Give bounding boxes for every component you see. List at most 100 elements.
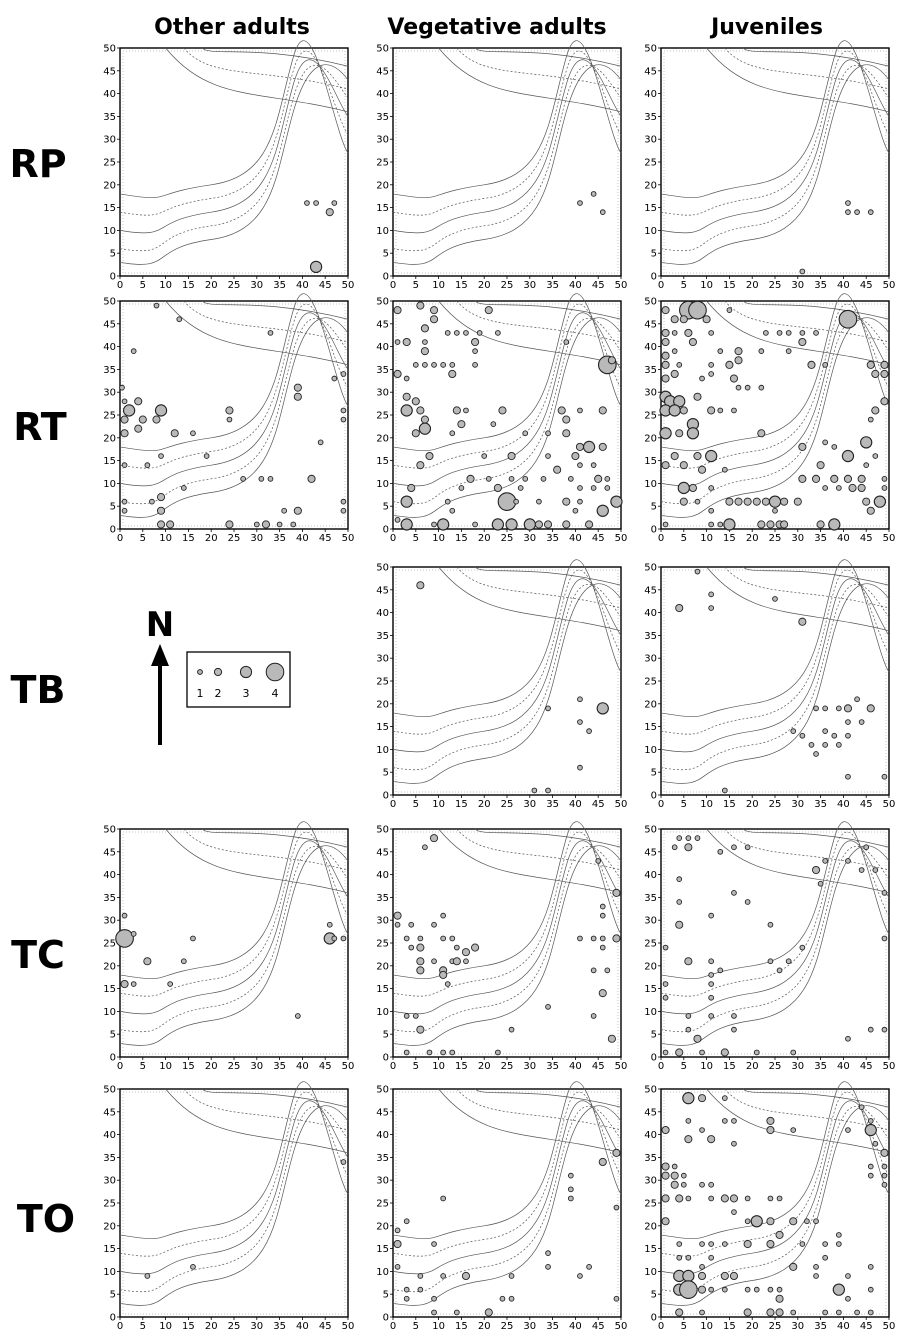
y-tick-label: 0 — [651, 1313, 657, 1324]
y-tick-label: 45 — [376, 847, 389, 858]
data-point — [662, 994, 669, 1001]
data-point — [340, 371, 347, 377]
y-tick-label: 40 — [376, 1130, 389, 1141]
data-point — [867, 209, 874, 216]
data-point — [431, 921, 437, 928]
data-point — [176, 316, 183, 323]
data-point — [685, 835, 692, 841]
data-point — [662, 981, 669, 987]
data-point — [789, 1217, 798, 1226]
y-tick-label: 40 — [103, 89, 116, 100]
data-point — [158, 453, 164, 459]
y-tick-label: 15 — [376, 722, 389, 733]
data-point — [807, 360, 816, 369]
data-point — [661, 1171, 670, 1180]
x-tick-label: 45 — [860, 533, 873, 544]
data-point — [585, 520, 594, 529]
x-tick-label: 45 — [860, 1061, 873, 1072]
data-point — [449, 1049, 456, 1056]
data-point — [408, 921, 415, 928]
data-point — [708, 485, 715, 491]
y-tick-label: 15 — [376, 456, 389, 467]
data-points — [659, 300, 889, 531]
data-point — [408, 944, 415, 951]
data-point — [822, 1254, 829, 1261]
contour-line — [438, 47, 622, 113]
contour-line — [660, 317, 890, 518]
data-point — [684, 328, 693, 337]
data-point — [684, 843, 693, 852]
x-tick-label: 35 — [814, 533, 827, 544]
data-point — [180, 958, 187, 965]
x-tick-label: 50 — [883, 1061, 896, 1072]
y-tick-label: 25 — [376, 1199, 389, 1210]
x-tick-label: 35 — [273, 1061, 286, 1072]
data-point — [734, 347, 743, 356]
data-point — [867, 1172, 874, 1179]
data-point — [461, 948, 471, 957]
panel-to-juveniles: 0 5 10 15 20 25 30 35 40 45 50 0 5 10 15 20 25 30 35 40 45 50 — [644, 1081, 895, 1332]
data-points — [416, 581, 609, 794]
contour-line — [119, 59, 349, 234]
data-point — [461, 1271, 471, 1281]
data-point — [393, 911, 402, 920]
data-point — [848, 483, 857, 493]
x-tick-label: 5 — [681, 533, 687, 544]
contour-line — [742, 566, 890, 586]
row-label-rt: RT — [13, 405, 67, 449]
x-tick-label: 35 — [814, 280, 827, 291]
plot-boundary — [663, 50, 887, 274]
data-point — [697, 1271, 707, 1281]
contour-line — [392, 317, 622, 518]
x-tick-label: 35 — [546, 1321, 559, 1332]
data-point — [661, 461, 670, 470]
data-point — [452, 957, 461, 966]
data-point — [845, 200, 851, 206]
y-tick-label: 35 — [103, 893, 116, 904]
data-point — [680, 1172, 687, 1179]
data-point — [881, 485, 888, 491]
data-point — [571, 451, 580, 461]
data-point — [599, 935, 606, 942]
data-point — [144, 462, 151, 469]
x-tick-label: 35 — [273, 533, 286, 544]
data-point — [857, 483, 866, 493]
data-point — [439, 970, 448, 979]
data-point — [708, 521, 715, 528]
data-point — [679, 461, 688, 470]
panel-frame — [392, 1088, 622, 1318]
y-tick-label: 30 — [103, 916, 116, 927]
contour-line — [392, 1091, 622, 1257]
x-tick-label: 5 — [681, 1321, 687, 1332]
data-point — [604, 475, 611, 482]
y-tick-label: 0 — [651, 1053, 657, 1064]
y-tick-label: 5 — [110, 249, 116, 260]
y-tick-label: 25 — [644, 1199, 657, 1210]
data-point — [577, 1273, 583, 1279]
contour-lines — [392, 821, 622, 1046]
x-tick-label: 30 — [523, 533, 536, 544]
contour-line — [438, 300, 622, 366]
data-point — [557, 406, 566, 415]
x-tick-label: 20 — [478, 799, 491, 810]
data-point — [394, 1263, 401, 1270]
contour-line — [201, 300, 349, 320]
data-point — [309, 260, 323, 274]
x-tick-label: 30 — [250, 280, 263, 291]
data-point — [843, 474, 853, 483]
data-point — [863, 462, 870, 469]
y-tick-label: 50 — [644, 825, 657, 836]
x-tick-label: 35 — [546, 280, 559, 291]
data-point — [721, 787, 728, 794]
data-point — [744, 1218, 751, 1225]
plot-boundary — [395, 569, 619, 793]
data-point — [688, 300, 707, 320]
data-point — [590, 191, 597, 197]
data-point — [731, 1013, 737, 1019]
data-point — [440, 935, 447, 942]
data-point — [845, 773, 851, 780]
contour-lines — [119, 821, 349, 1046]
data-point — [508, 1295, 515, 1302]
y-tick-label: 5 — [110, 502, 116, 513]
contour-line — [742, 300, 890, 320]
